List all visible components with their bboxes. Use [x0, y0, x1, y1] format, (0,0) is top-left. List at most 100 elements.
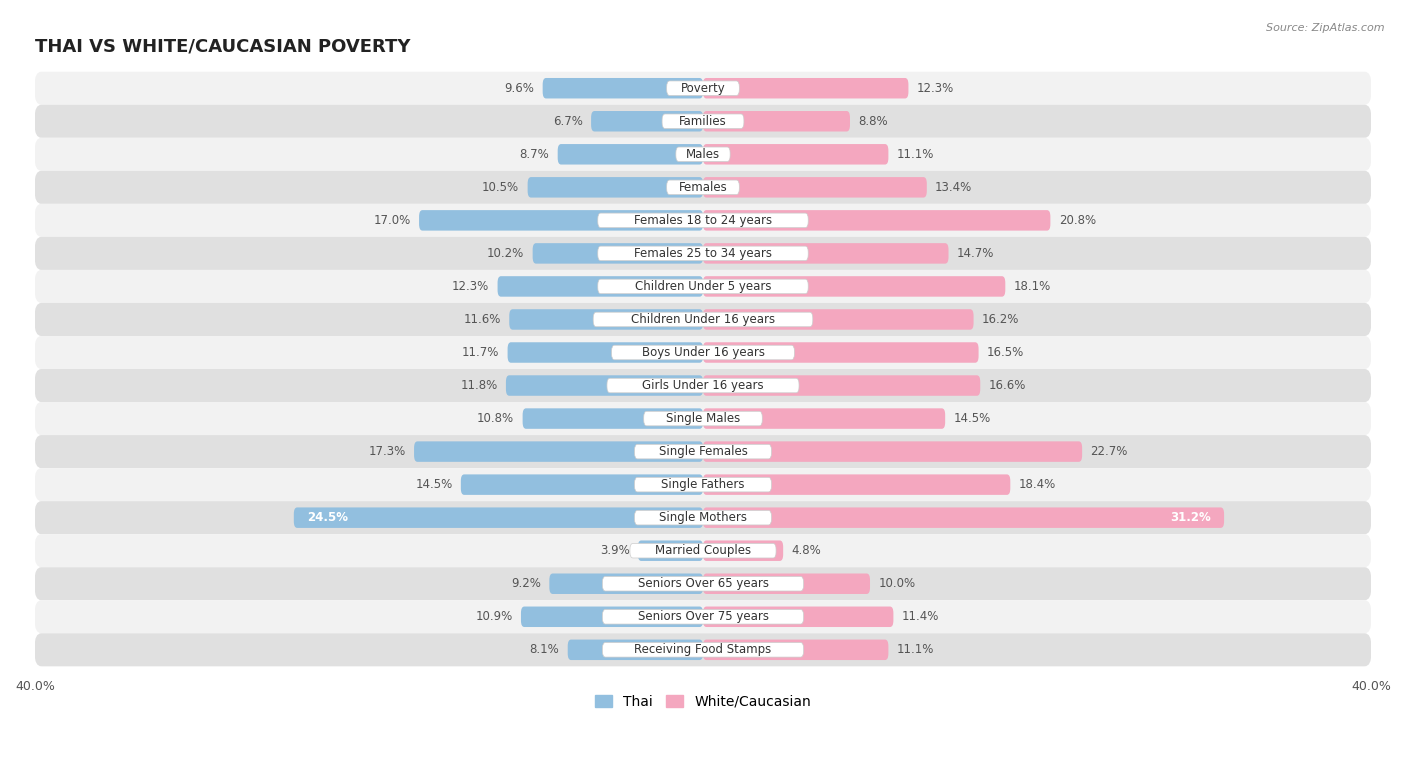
FancyBboxPatch shape [602, 577, 804, 591]
FancyBboxPatch shape [35, 633, 1371, 666]
FancyBboxPatch shape [703, 78, 908, 99]
Text: Poverty: Poverty [681, 82, 725, 95]
FancyBboxPatch shape [508, 343, 703, 363]
FancyBboxPatch shape [461, 475, 703, 495]
Text: 11.6%: 11.6% [464, 313, 501, 326]
Text: 12.3%: 12.3% [451, 280, 489, 293]
FancyBboxPatch shape [35, 204, 1371, 237]
Legend: Thai, White/Caucasian: Thai, White/Caucasian [589, 689, 817, 714]
Text: 4.8%: 4.8% [792, 544, 821, 557]
Text: 8.7%: 8.7% [520, 148, 550, 161]
FancyBboxPatch shape [35, 303, 1371, 336]
Text: Girls Under 16 years: Girls Under 16 years [643, 379, 763, 392]
Text: 18.1%: 18.1% [1014, 280, 1050, 293]
FancyBboxPatch shape [607, 378, 799, 393]
Text: Females 25 to 34 years: Females 25 to 34 years [634, 247, 772, 260]
FancyBboxPatch shape [533, 243, 703, 264]
Text: 9.6%: 9.6% [505, 82, 534, 95]
Text: 11.1%: 11.1% [897, 644, 934, 656]
FancyBboxPatch shape [543, 78, 703, 99]
FancyBboxPatch shape [676, 147, 730, 161]
FancyBboxPatch shape [598, 279, 808, 293]
FancyBboxPatch shape [419, 210, 703, 230]
FancyBboxPatch shape [634, 444, 772, 459]
Text: Females: Females [679, 181, 727, 194]
Text: Children Under 5 years: Children Under 5 years [634, 280, 772, 293]
FancyBboxPatch shape [35, 435, 1371, 468]
Text: 17.3%: 17.3% [368, 445, 406, 458]
FancyBboxPatch shape [35, 72, 1371, 105]
FancyBboxPatch shape [509, 309, 703, 330]
FancyBboxPatch shape [612, 345, 794, 360]
Text: 24.5%: 24.5% [307, 511, 349, 525]
FancyBboxPatch shape [527, 177, 703, 198]
Text: 16.2%: 16.2% [981, 313, 1019, 326]
Text: 12.3%: 12.3% [917, 82, 955, 95]
Text: Males: Males [686, 148, 720, 161]
Text: Source: ZipAtlas.com: Source: ZipAtlas.com [1267, 23, 1385, 33]
Text: 14.5%: 14.5% [415, 478, 453, 491]
FancyBboxPatch shape [634, 510, 772, 525]
FancyBboxPatch shape [568, 640, 703, 660]
Text: 11.7%: 11.7% [461, 346, 499, 359]
Text: 8.8%: 8.8% [858, 114, 889, 128]
FancyBboxPatch shape [523, 409, 703, 429]
Text: 10.5%: 10.5% [482, 181, 519, 194]
Text: Single Fathers: Single Fathers [661, 478, 745, 491]
Text: 8.1%: 8.1% [530, 644, 560, 656]
Text: 22.7%: 22.7% [1091, 445, 1128, 458]
Text: Receiving Food Stamps: Receiving Food Stamps [634, 644, 772, 656]
FancyBboxPatch shape [598, 213, 808, 227]
FancyBboxPatch shape [35, 402, 1371, 435]
Text: Seniors Over 65 years: Seniors Over 65 years [637, 578, 769, 590]
Text: 10.9%: 10.9% [475, 610, 513, 623]
FancyBboxPatch shape [294, 507, 703, 528]
FancyBboxPatch shape [634, 478, 772, 492]
Text: 13.4%: 13.4% [935, 181, 973, 194]
FancyBboxPatch shape [550, 574, 703, 594]
FancyBboxPatch shape [35, 237, 1371, 270]
Text: Single Females: Single Females [658, 445, 748, 458]
FancyBboxPatch shape [602, 643, 804, 657]
Text: Married Couples: Married Couples [655, 544, 751, 557]
FancyBboxPatch shape [703, 606, 893, 627]
Text: 17.0%: 17.0% [374, 214, 411, 227]
FancyBboxPatch shape [703, 375, 980, 396]
Text: Single Mothers: Single Mothers [659, 511, 747, 525]
Text: Families: Families [679, 114, 727, 128]
FancyBboxPatch shape [35, 336, 1371, 369]
FancyBboxPatch shape [498, 276, 703, 296]
Text: 20.8%: 20.8% [1059, 214, 1095, 227]
FancyBboxPatch shape [413, 441, 703, 462]
Text: 10.2%: 10.2% [486, 247, 524, 260]
FancyBboxPatch shape [703, 343, 979, 363]
FancyBboxPatch shape [35, 501, 1371, 534]
Text: Seniors Over 75 years: Seniors Over 75 years [637, 610, 769, 623]
FancyBboxPatch shape [703, 409, 945, 429]
Text: 16.6%: 16.6% [988, 379, 1026, 392]
FancyBboxPatch shape [35, 567, 1371, 600]
FancyBboxPatch shape [522, 606, 703, 627]
FancyBboxPatch shape [35, 369, 1371, 402]
FancyBboxPatch shape [703, 574, 870, 594]
Text: Single Males: Single Males [666, 412, 740, 425]
FancyBboxPatch shape [703, 276, 1005, 296]
Text: 31.2%: 31.2% [1170, 511, 1211, 525]
Text: 3.9%: 3.9% [600, 544, 630, 557]
FancyBboxPatch shape [593, 312, 813, 327]
FancyBboxPatch shape [35, 468, 1371, 501]
FancyBboxPatch shape [666, 81, 740, 96]
Text: 11.1%: 11.1% [897, 148, 934, 161]
FancyBboxPatch shape [35, 600, 1371, 633]
Text: Boys Under 16 years: Boys Under 16 years [641, 346, 765, 359]
Text: Children Under 16 years: Children Under 16 years [631, 313, 775, 326]
FancyBboxPatch shape [703, 144, 889, 164]
Text: THAI VS WHITE/CAUCASIAN POVERTY: THAI VS WHITE/CAUCASIAN POVERTY [35, 38, 411, 56]
Text: 14.5%: 14.5% [953, 412, 991, 425]
FancyBboxPatch shape [35, 270, 1371, 303]
FancyBboxPatch shape [703, 243, 949, 264]
FancyBboxPatch shape [703, 540, 783, 561]
Text: 18.4%: 18.4% [1019, 478, 1056, 491]
Text: 16.5%: 16.5% [987, 346, 1024, 359]
Text: 11.4%: 11.4% [901, 610, 939, 623]
